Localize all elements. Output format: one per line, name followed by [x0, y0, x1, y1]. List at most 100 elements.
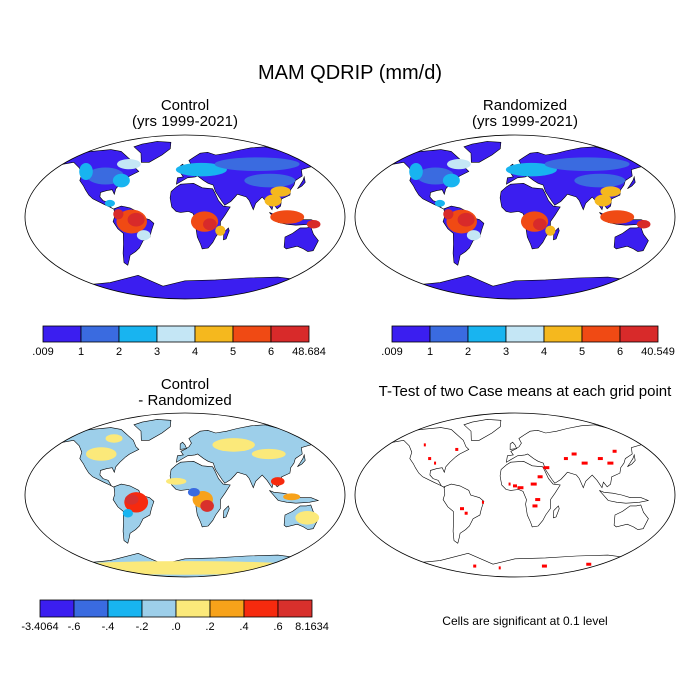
randomized-map: [354, 134, 676, 300]
land-uk: [509, 441, 518, 450]
control-title-line2: (yrs 1999-2021): [132, 113, 238, 130]
land-greenland: [463, 141, 502, 163]
precip-region: [505, 162, 557, 177]
colorbar-box: [39, 599, 75, 618]
precip-region: [636, 220, 651, 229]
land-greenland: [133, 141, 172, 163]
colorbar-label: 1: [78, 346, 84, 358]
colorbar-label: .009: [32, 346, 53, 358]
colorbar-box: [156, 325, 196, 343]
ttest-panel-title: T-Test of two Case means at each grid po…: [378, 383, 672, 400]
significant-cell: [508, 482, 511, 486]
significance-note: Cells are significant at 0.1 level: [442, 614, 608, 628]
colorbar-box: [270, 325, 310, 343]
significant-cell: [473, 564, 477, 568]
colorbar-label: -.4: [102, 621, 115, 633]
precip-region: [306, 220, 321, 229]
diff-region: [124, 494, 139, 505]
control-map: [24, 134, 346, 300]
land-greenland: [133, 419, 172, 441]
colorbar-box: [194, 325, 234, 343]
precip-region: [113, 209, 124, 220]
figure-title: MAM QDRIP (mm/d): [257, 62, 443, 84]
randomized-title-line1: Randomized: [482, 97, 568, 114]
precip-region: [443, 209, 454, 220]
precip-region: [533, 218, 547, 231]
map-border: [354, 134, 676, 300]
precip-region: [215, 225, 226, 236]
precip-region: [136, 230, 151, 241]
significant-cell: [532, 504, 538, 508]
difference-colorbar: -3.4064 -.6 -.4 -.2 .0 .2 .4 .6 8.1634: [21, 599, 329, 633]
land-eurasia: [176, 424, 325, 489]
diff-region: [295, 510, 320, 525]
significant-cell: [460, 507, 465, 511]
difference-title-line1: Control: [160, 376, 210, 393]
colorbar-label: -.6: [68, 621, 81, 633]
colorbar-box: [42, 325, 82, 343]
colorbar-label: .0: [171, 621, 180, 633]
diff-region: [49, 561, 321, 575]
significant-cell: [517, 486, 524, 490]
significant-cell: [530, 482, 537, 486]
significant-cell: [464, 511, 468, 515]
precip-region: [442, 173, 460, 188]
diff-region: [122, 508, 133, 518]
colorbar-box: [107, 599, 143, 618]
map-border: [24, 134, 346, 300]
precip-region: [112, 173, 130, 188]
precip-region: [264, 194, 282, 207]
significant-cell: [607, 461, 614, 465]
colorbar-label: 2: [465, 346, 471, 358]
control-title-line1: Control: [160, 97, 210, 114]
significant-cell: [541, 564, 547, 568]
diff-region: [85, 447, 117, 461]
colorbar-box: [209, 599, 245, 618]
precip-region: [594, 194, 612, 207]
precip-region: [104, 199, 116, 207]
significant-cell: [481, 500, 484, 504]
precip-region: [545, 225, 556, 236]
land-southAmerica: [442, 483, 485, 544]
colorbar-box: [243, 599, 279, 618]
precip-region: [600, 186, 621, 197]
land-madagascar: [223, 505, 230, 519]
colorbar-box: [118, 325, 158, 343]
significant-cell: [498, 566, 501, 570]
randomized-colorbar: .009 1 2 3 4 5 6 40.549: [381, 325, 675, 358]
significant-cell: [563, 457, 568, 461]
diff-region: [270, 477, 285, 486]
diff-region: [251, 448, 286, 460]
significant-cell: [612, 449, 617, 453]
precip-region: [409, 162, 423, 180]
land-japan: [297, 175, 306, 190]
colorbar-label: .4: [239, 621, 248, 633]
land-japan: [297, 453, 306, 468]
colorbar-box: [73, 599, 109, 618]
significant-cell: [434, 461, 437, 465]
colorbar-label: .2: [205, 621, 214, 633]
land-australia: [613, 504, 649, 530]
diff-region: [165, 477, 187, 485]
precip-region: [466, 230, 481, 241]
significant-cell: [571, 452, 577, 456]
randomized-title-line2: (yrs 1999-2021): [472, 113, 578, 130]
ttest-map: [354, 412, 676, 578]
precip-region: [203, 218, 217, 231]
colorbar-label: 2: [116, 346, 122, 358]
land-japan: [627, 175, 636, 190]
precip-region: [600, 210, 635, 224]
colorbar-label: .6: [273, 621, 282, 633]
colorbar-box: [80, 325, 120, 343]
colorbar-label: 8.1634: [295, 621, 329, 633]
map-border: [354, 412, 676, 578]
land-japan: [627, 453, 636, 468]
colorbar-label: 40.549: [641, 346, 675, 358]
significant-cell: [581, 461, 588, 465]
diff-region: [283, 493, 301, 501]
colorbar-label: 1: [427, 346, 433, 358]
colorbar-label: 3: [503, 346, 509, 358]
colorbar-label: 3: [154, 346, 160, 358]
land-indonesia: [599, 490, 650, 504]
significant-cell: [423, 443, 426, 447]
